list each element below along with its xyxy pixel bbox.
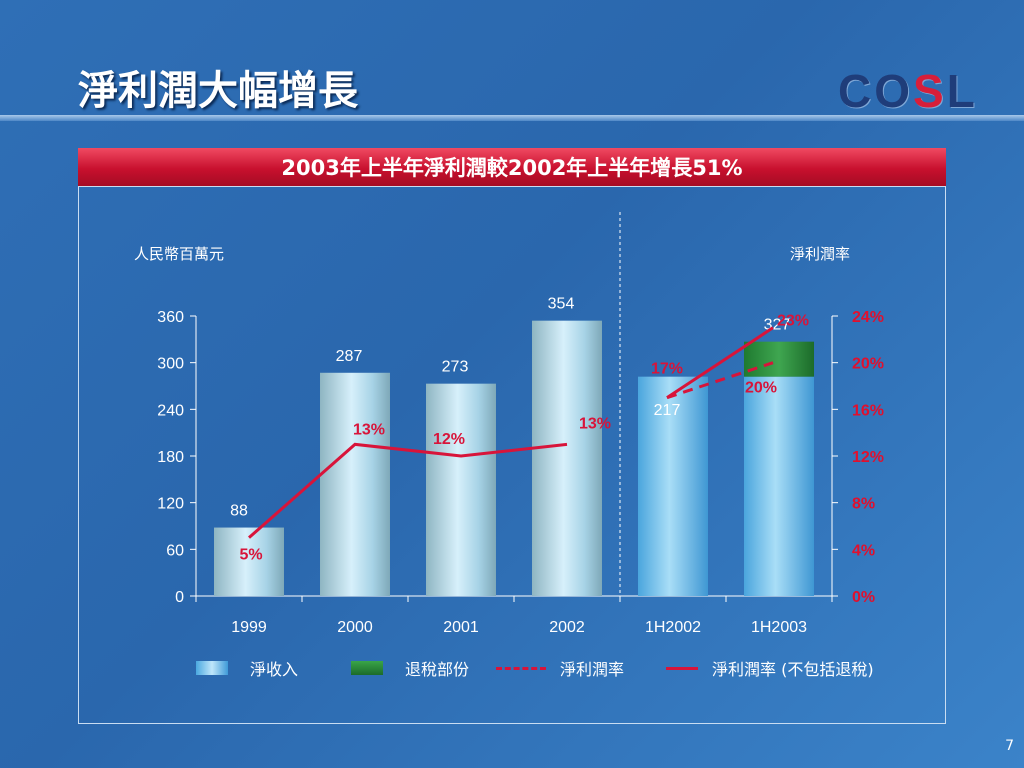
headline-banner: 2003年上半年淨利潤較2002年上半年增長51%	[78, 148, 946, 186]
y2-tick-label: 12%	[852, 449, 884, 466]
legend-label-tax-rebate: 退稅部份	[405, 660, 470, 679]
line-value-label: 13%	[353, 421, 385, 438]
legend-item-tax-rebate: 退稅部份	[351, 656, 469, 680]
line-net-margin	[666, 361, 774, 400]
y-tick-label: 360	[157, 309, 184, 326]
line-value-label: 12%	[433, 431, 465, 448]
y-tick-label: 240	[157, 402, 184, 419]
bar-net-income	[214, 527, 284, 596]
bar-tax-rebate	[744, 341, 814, 377]
x-tick-label: 1H2003	[751, 619, 807, 636]
bar-value-label: 287	[336, 348, 363, 365]
slide-title: 淨利潤大幅增長	[78, 68, 358, 114]
dashed-line-value-label: 20%	[745, 380, 777, 397]
y2-tick-label: 4%	[852, 542, 875, 559]
line-value-label: 17%	[651, 361, 683, 378]
y-tick-label: 180	[157, 449, 184, 466]
legend-swatch-net-income	[196, 661, 228, 675]
y2-tick-label: 16%	[852, 402, 884, 419]
y-tick-label: 0	[175, 589, 184, 606]
line-net-margin-ex-rebate-half	[666, 326, 774, 399]
x-tick-label: 2001	[443, 619, 479, 636]
legend-swatch-net-margin-ex-rebate	[666, 666, 698, 670]
right-axis-title: 淨利潤率	[790, 245, 851, 263]
cosl-logo: COSL	[838, 64, 978, 118]
bar-value-label: 217	[654, 402, 681, 419]
line-net-margin-ex-rebate-annual	[248, 442, 568, 539]
y2-tick-label: 24%	[852, 309, 884, 326]
legend-swatch-tax-rebate	[351, 661, 383, 675]
page-number: 7	[1005, 738, 1014, 754]
left-axis-title: 人民幣百萬元	[134, 245, 225, 263]
bar-net-income	[532, 320, 602, 596]
chart-panel	[78, 186, 946, 724]
y2-tick-label: 8%	[852, 496, 875, 513]
bar-net-income	[426, 383, 496, 596]
y-tick-label: 120	[157, 496, 184, 513]
legend-label-net-income: 淨收入	[250, 660, 299, 679]
y-tick-label: 60	[166, 542, 184, 559]
bar-value-label: 88	[230, 503, 248, 520]
bar-net-income	[320, 372, 390, 596]
logo-text-pre: CO	[838, 65, 913, 117]
legend-swatch-net-margin	[496, 666, 546, 670]
y-tick-label: 300	[157, 356, 184, 373]
legend-item-net-margin: 淨利潤率	[496, 656, 624, 680]
bar-value-label: 354	[548, 296, 575, 313]
legend-label-net-margin: 淨利潤率	[560, 660, 625, 679]
y2-tick-label: 20%	[852, 356, 884, 373]
legend-item-net-income: 淨收入	[196, 656, 298, 680]
line-value-label: 23%	[777, 313, 809, 330]
bar-value-label: 273	[442, 359, 469, 376]
line-value-label: 13%	[579, 415, 611, 432]
logo-text-post: L	[946, 65, 978, 117]
line-value-label: 5%	[239, 547, 262, 564]
legend-item-net-margin-ex-rebate: 淨利潤率 (不包括退稅)	[666, 656, 874, 680]
legend-label-net-margin-ex-rebate: 淨利潤率 (不包括退稅)	[712, 660, 874, 679]
bar-net-income	[638, 376, 708, 596]
title-rule	[0, 115, 1024, 121]
x-tick-label: 1H2002	[645, 619, 701, 636]
bar-net-income	[744, 376, 814, 596]
x-tick-label: 2002	[549, 619, 585, 636]
y2-tick-label: 0%	[852, 589, 875, 606]
x-tick-label: 2000	[337, 619, 373, 636]
logo-text-s: S	[913, 65, 947, 117]
x-tick-label: 1999	[231, 619, 267, 636]
